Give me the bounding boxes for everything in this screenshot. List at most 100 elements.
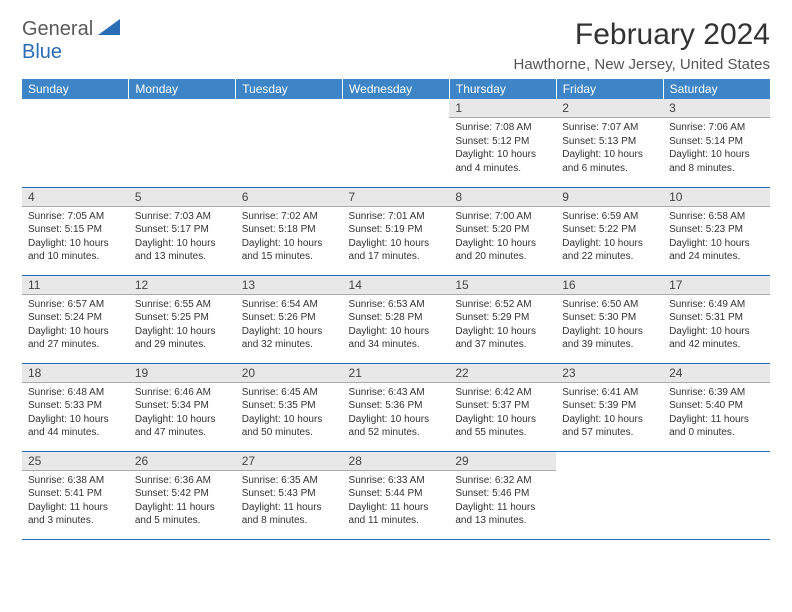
logo-triangle-icon: [98, 19, 120, 40]
day-number: 20: [236, 364, 343, 383]
sunrise-text: Sunrise: 6:53 AM: [349, 298, 444, 312]
day-content: Sunrise: 6:48 AMSunset: 5:33 PMDaylight:…: [22, 383, 129, 443]
daylight-text-1: Daylight: 11 hours: [669, 413, 764, 427]
daylight-text-2: and 10 minutes.: [28, 250, 123, 264]
sunrise-text: Sunrise: 6:42 AM: [455, 386, 550, 400]
sunset-text: Sunset: 5:43 PM: [242, 487, 337, 501]
daylight-text-2: and 0 minutes.: [669, 426, 764, 440]
calendar-day-cell: 7Sunrise: 7:01 AMSunset: 5:19 PMDaylight…: [343, 187, 450, 275]
sunset-text: Sunset: 5:28 PM: [349, 311, 444, 325]
sunset-text: Sunset: 5:35 PM: [242, 399, 337, 413]
day-header: Monday: [129, 79, 236, 99]
sunset-text: Sunset: 5:26 PM: [242, 311, 337, 325]
calendar-day-cell: 1Sunrise: 7:08 AMSunset: 5:12 PMDaylight…: [449, 99, 556, 187]
calendar-day-cell: 22Sunrise: 6:42 AMSunset: 5:37 PMDayligh…: [449, 363, 556, 451]
daylight-text-2: and 6 minutes.: [562, 162, 657, 176]
calendar-day-cell: [129, 99, 236, 187]
day-number: 29: [449, 452, 556, 471]
title-block: February 2024 Hawthorne, New Jersey, Uni…: [513, 18, 770, 73]
day-content: Sunrise: 6:33 AMSunset: 5:44 PMDaylight:…: [343, 471, 450, 531]
calendar-day-cell: 10Sunrise: 6:58 AMSunset: 5:23 PMDayligh…: [663, 187, 770, 275]
day-number: 27: [236, 452, 343, 471]
day-content: Sunrise: 7:02 AMSunset: 5:18 PMDaylight:…: [236, 207, 343, 267]
sunset-text: Sunset: 5:25 PM: [135, 311, 230, 325]
daylight-text-1: Daylight: 10 hours: [455, 325, 550, 339]
calendar-day-cell: 14Sunrise: 6:53 AMSunset: 5:28 PMDayligh…: [343, 275, 450, 363]
month-title: February 2024: [513, 18, 770, 52]
daylight-text-1: Daylight: 10 hours: [135, 237, 230, 251]
daylight-text-2: and 50 minutes.: [242, 426, 337, 440]
daylight-text-1: Daylight: 10 hours: [135, 325, 230, 339]
sunset-text: Sunset: 5:15 PM: [28, 223, 123, 237]
daylight-text-2: and 15 minutes.: [242, 250, 337, 264]
calendar-day-cell: 18Sunrise: 6:48 AMSunset: 5:33 PMDayligh…: [22, 363, 129, 451]
day-content: Sunrise: 6:54 AMSunset: 5:26 PMDaylight:…: [236, 295, 343, 355]
sunrise-text: Sunrise: 7:01 AM: [349, 210, 444, 224]
calendar-day-cell: 17Sunrise: 6:49 AMSunset: 5:31 PMDayligh…: [663, 275, 770, 363]
day-number: 26: [129, 452, 236, 471]
sunset-text: Sunset: 5:29 PM: [455, 311, 550, 325]
daylight-text-2: and 37 minutes.: [455, 338, 550, 352]
daylight-text-1: Daylight: 10 hours: [562, 325, 657, 339]
day-number: 5: [129, 188, 236, 207]
sunrise-text: Sunrise: 7:02 AM: [242, 210, 337, 224]
calendar-day-cell: 23Sunrise: 6:41 AMSunset: 5:39 PMDayligh…: [556, 363, 663, 451]
day-content: Sunrise: 7:07 AMSunset: 5:13 PMDaylight:…: [556, 118, 663, 178]
calendar-day-cell: 12Sunrise: 6:55 AMSunset: 5:25 PMDayligh…: [129, 275, 236, 363]
day-content: Sunrise: 6:36 AMSunset: 5:42 PMDaylight:…: [129, 471, 236, 531]
daylight-text-2: and 27 minutes.: [28, 338, 123, 352]
day-content: Sunrise: 6:43 AMSunset: 5:36 PMDaylight:…: [343, 383, 450, 443]
calendar-day-cell: 20Sunrise: 6:45 AMSunset: 5:35 PMDayligh…: [236, 363, 343, 451]
sunset-text: Sunset: 5:18 PM: [242, 223, 337, 237]
daylight-text-2: and 3 minutes.: [28, 514, 123, 528]
sunset-text: Sunset: 5:42 PM: [135, 487, 230, 501]
day-header: Friday: [556, 79, 663, 99]
day-number: 25: [22, 452, 129, 471]
logo: General Blue: [22, 18, 120, 64]
daylight-text-2: and 47 minutes.: [135, 426, 230, 440]
daylight-text-1: Daylight: 11 hours: [349, 501, 444, 515]
sunset-text: Sunset: 5:23 PM: [669, 223, 764, 237]
calendar-day-cell: 2Sunrise: 7:07 AMSunset: 5:13 PMDaylight…: [556, 99, 663, 187]
sunrise-text: Sunrise: 6:58 AM: [669, 210, 764, 224]
daylight-text-1: Daylight: 10 hours: [455, 237, 550, 251]
sunrise-text: Sunrise: 7:08 AM: [455, 121, 550, 135]
calendar-table: SundayMondayTuesdayWednesdayThursdayFrid…: [22, 79, 770, 540]
daylight-text-1: Daylight: 10 hours: [28, 325, 123, 339]
daylight-text-2: and 55 minutes.: [455, 426, 550, 440]
day-content: Sunrise: 6:58 AMSunset: 5:23 PMDaylight:…: [663, 207, 770, 267]
sunrise-text: Sunrise: 6:35 AM: [242, 474, 337, 488]
daylight-text-1: Daylight: 11 hours: [242, 501, 337, 515]
calendar-week-row: 4Sunrise: 7:05 AMSunset: 5:15 PMDaylight…: [22, 187, 770, 275]
sunset-text: Sunset: 5:17 PM: [135, 223, 230, 237]
sunset-text: Sunset: 5:33 PM: [28, 399, 123, 413]
daylight-text-2: and 13 minutes.: [455, 514, 550, 528]
calendar-week-row: 25Sunrise: 6:38 AMSunset: 5:41 PMDayligh…: [22, 451, 770, 539]
day-number: 22: [449, 364, 556, 383]
day-number: 7: [343, 188, 450, 207]
day-number: 8: [449, 188, 556, 207]
daylight-text-1: Daylight: 10 hours: [669, 237, 764, 251]
sunset-text: Sunset: 5:40 PM: [669, 399, 764, 413]
day-content: Sunrise: 6:52 AMSunset: 5:29 PMDaylight:…: [449, 295, 556, 355]
sunset-text: Sunset: 5:13 PM: [562, 135, 657, 149]
daylight-text-1: Daylight: 10 hours: [135, 413, 230, 427]
day-number: 1: [449, 99, 556, 118]
day-content: Sunrise: 7:03 AMSunset: 5:17 PMDaylight:…: [129, 207, 236, 267]
calendar-day-cell: 28Sunrise: 6:33 AMSunset: 5:44 PMDayligh…: [343, 451, 450, 539]
daylight-text-1: Daylight: 10 hours: [349, 325, 444, 339]
day-header: Tuesday: [236, 79, 343, 99]
calendar-day-cell: 19Sunrise: 6:46 AMSunset: 5:34 PMDayligh…: [129, 363, 236, 451]
day-content: Sunrise: 6:39 AMSunset: 5:40 PMDaylight:…: [663, 383, 770, 443]
calendar-day-cell: [343, 99, 450, 187]
day-number: 10: [663, 188, 770, 207]
day-content: Sunrise: 6:41 AMSunset: 5:39 PMDaylight:…: [556, 383, 663, 443]
calendar-day-cell: [22, 99, 129, 187]
daylight-text-1: Daylight: 10 hours: [562, 237, 657, 251]
day-content: Sunrise: 7:06 AMSunset: 5:14 PMDaylight:…: [663, 118, 770, 178]
sunrise-text: Sunrise: 6:59 AM: [562, 210, 657, 224]
day-number: 17: [663, 276, 770, 295]
day-content: Sunrise: 7:08 AMSunset: 5:12 PMDaylight:…: [449, 118, 556, 178]
day-content: Sunrise: 6:45 AMSunset: 5:35 PMDaylight:…: [236, 383, 343, 443]
day-content: Sunrise: 7:00 AMSunset: 5:20 PMDaylight:…: [449, 207, 556, 267]
